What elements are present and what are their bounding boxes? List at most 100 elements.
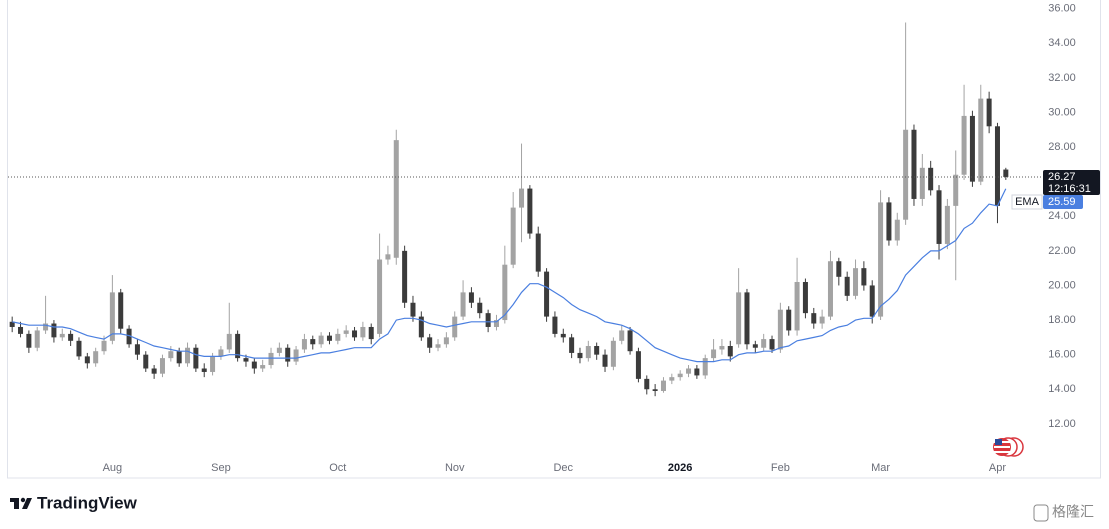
candle-body <box>903 129 909 220</box>
chart-frame <box>7 0 1101 479</box>
candle-body <box>493 320 499 327</box>
x-tick-label: Sep <box>211 462 231 474</box>
us-flag-icon <box>993 437 1024 457</box>
candle-body <box>310 339 316 345</box>
candle-body <box>610 340 616 367</box>
candle-body <box>569 337 575 353</box>
candle-body <box>660 380 666 391</box>
candle-body <box>986 98 992 127</box>
candle-body <box>627 330 633 352</box>
candle-body <box>377 259 383 334</box>
candle-body <box>43 323 49 331</box>
price-label: 26.27 <box>1048 171 1076 183</box>
candle-body <box>861 268 867 286</box>
candle-body <box>719 346 725 350</box>
price-label-box <box>1043 169 1100 195</box>
brand-name: TradingView <box>37 493 138 512</box>
candle-body <box>326 335 332 341</box>
candle-body <box>502 264 508 321</box>
candle-body <box>886 202 892 241</box>
candle-body <box>210 356 216 372</box>
candle-body <box>343 330 349 334</box>
y-tick-label: 20.00 <box>1048 279 1076 291</box>
candle-body <box>819 316 825 324</box>
candle-body <box>452 316 458 338</box>
candles <box>9 22 1009 397</box>
candle-body <box>176 351 182 364</box>
x-tick-label: 2026 <box>668 462 692 474</box>
candle-body <box>276 347 282 353</box>
candle-body <box>602 354 608 367</box>
candle-body <box>635 351 641 379</box>
ema-name-box <box>1011 194 1043 210</box>
candle-body <box>752 344 758 348</box>
tradingview-logo <box>10 497 32 509</box>
candle-body <box>577 352 583 359</box>
watermark-icon <box>1033 504 1049 522</box>
y-tick-label: 30.00 <box>1048 106 1076 118</box>
y-tick-label: 14.00 <box>1048 383 1076 395</box>
candle-body <box>878 202 884 317</box>
candle-body <box>552 316 558 334</box>
candle-body <box>126 328 132 345</box>
candle-body <box>418 316 424 338</box>
y-tick-label: 24.00 <box>1048 210 1076 222</box>
candle-body <box>936 190 942 244</box>
candle-body <box>218 349 224 357</box>
candle-body <box>118 292 124 329</box>
candle-body <box>694 368 700 376</box>
candle-body <box>301 339 307 350</box>
candle-body <box>385 254 391 260</box>
candle-body <box>702 358 708 376</box>
y-tick-label: 12.00 <box>1048 418 1076 430</box>
candle-body <box>101 340 107 352</box>
ema-value-box <box>1043 194 1083 209</box>
candle-body <box>844 276 850 296</box>
candle-body <box>994 126 1000 206</box>
candle-body <box>9 321 15 327</box>
candle-body <box>769 339 775 350</box>
candle-body <box>318 335 324 345</box>
candle-body <box>560 333 566 338</box>
candle-body <box>510 207 516 265</box>
candle-body <box>544 271 550 317</box>
candle-body <box>869 285 875 317</box>
candle-body <box>151 368 157 374</box>
candle-body <box>969 115 975 182</box>
candle-body <box>911 129 917 199</box>
candle-body <box>410 302 416 317</box>
candle-body <box>535 233 541 272</box>
candle-body <box>18 326 24 334</box>
x-tick-label: Aug <box>103 462 123 474</box>
candle-body <box>243 358 249 362</box>
x-tick-label: Nov <box>445 462 465 474</box>
candle-body <box>109 292 115 341</box>
candle-body <box>34 330 40 348</box>
candle-body <box>393 140 399 258</box>
candle-body <box>201 368 207 372</box>
candle-body <box>644 378 650 390</box>
candle-body <box>761 339 767 348</box>
candle-body <box>519 188 525 208</box>
candle-body <box>978 98 984 182</box>
candle-body <box>68 333 74 341</box>
candle-body <box>594 346 600 355</box>
candle-body <box>285 347 291 362</box>
candle-body <box>669 377 675 381</box>
countdown-label: 12:16:31 <box>1048 183 1091 195</box>
candle-body <box>402 250 408 303</box>
y-tick-label: 34.00 <box>1048 37 1076 49</box>
candle-body <box>26 333 32 348</box>
candle-body <box>928 167 934 191</box>
candle-body <box>786 309 792 331</box>
candle-body <box>460 292 466 317</box>
candle-body <box>251 361 257 369</box>
candle-body <box>711 349 717 359</box>
candle-body <box>93 351 99 364</box>
candle-body <box>352 330 358 338</box>
candle-body <box>527 188 533 234</box>
candle-body <box>477 302 483 314</box>
candle-body <box>894 219 900 241</box>
